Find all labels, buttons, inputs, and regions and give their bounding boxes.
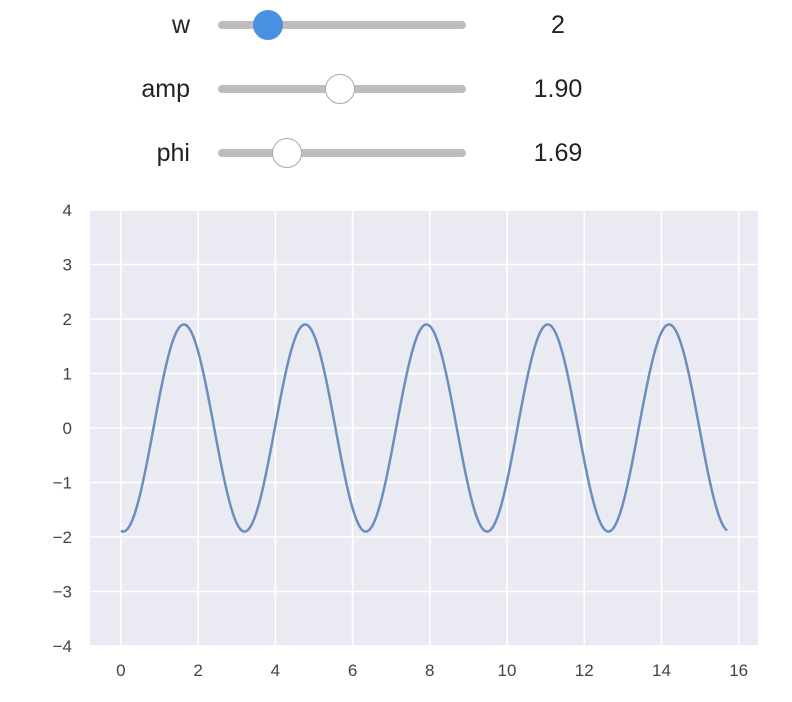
- x-tick-label: 12: [575, 661, 594, 680]
- slider-row-phi: phi 1.69: [0, 133, 792, 173]
- y-tick-label: 4: [63, 201, 72, 220]
- y-tick-label: 1: [63, 365, 72, 384]
- slider-label-amp: amp: [141, 75, 190, 103]
- slider-value-phi: 1.69: [533, 139, 583, 167]
- y-tick-label: −3: [53, 583, 72, 602]
- y-tick-label: −4: [53, 637, 72, 656]
- x-tick-label: 6: [348, 661, 357, 680]
- y-tick-label: 0: [63, 419, 72, 438]
- x-tick-label: 16: [729, 661, 748, 680]
- slider-thumb-amp[interactable]: [324, 74, 355, 104]
- slider-row-w: w 2: [0, 5, 792, 45]
- y-tick-label: −1: [53, 474, 72, 493]
- x-tick-label: 0: [116, 661, 125, 680]
- x-tick-label: 2: [193, 661, 202, 680]
- series-layer: [120, 323, 728, 533]
- slider-thumb-phi[interactable]: [272, 138, 303, 168]
- slider-value-amp: 1.90: [533, 75, 583, 103]
- slider-w[interactable]: [218, 10, 466, 40]
- slider-amp[interactable]: [218, 74, 466, 104]
- slider-thumb-w[interactable]: [252, 10, 283, 40]
- series-line: [120, 323, 728, 533]
- x-tick-label: 14: [652, 661, 671, 680]
- y-tick-label: 2: [63, 310, 72, 329]
- slider-row-amp: amp 1.90: [0, 69, 792, 109]
- y-tick-label: 3: [63, 256, 72, 275]
- x-tick-label: 10: [498, 661, 517, 680]
- slider-value-w: 2: [551, 11, 565, 39]
- grid-lines: [90, 209, 758, 647]
- y-tick-label: −2: [53, 528, 72, 547]
- x-tick-label: 4: [271, 661, 280, 680]
- slider-phi[interactable]: [218, 138, 466, 168]
- slider-label-phi: phi: [156, 139, 190, 167]
- x-tick-label: 8: [425, 661, 434, 680]
- slider-label-w: w: [171, 11, 190, 39]
